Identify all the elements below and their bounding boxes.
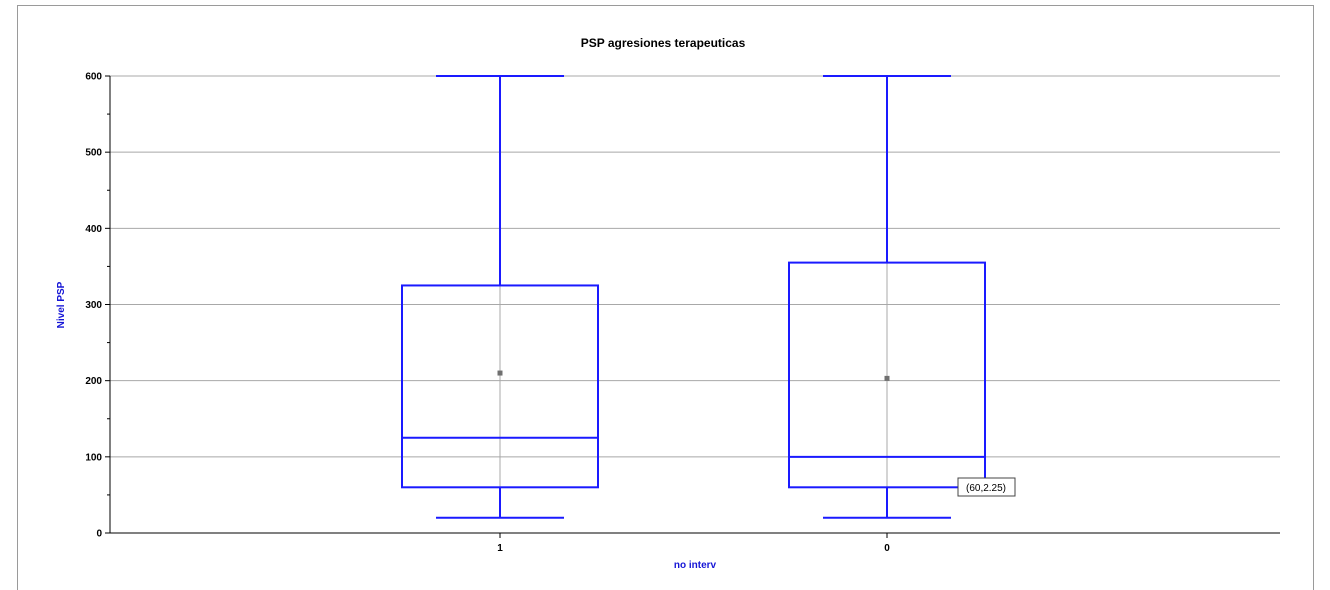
- ytick-label-600: 600: [85, 72, 102, 83]
- box-1: [401, 75, 599, 519]
- y-axis-label: Nivel PSP: [56, 281, 67, 328]
- ytick-label-0: 0: [96, 529, 102, 540]
- box-0: [788, 75, 986, 519]
- ytick-label-200: 200: [85, 376, 102, 387]
- ytick-label-100: 100: [85, 452, 102, 463]
- annotation-tooltip: (60,2.25): [957, 477, 1016, 497]
- mean-marker: [884, 375, 890, 381]
- iqr-box: [788, 261, 986, 489]
- tooltip-text: (60,2.25): [966, 483, 1006, 494]
- chart-title: PSP agresiones terapeuticas: [581, 36, 746, 50]
- grid-lines: [110, 75, 1280, 458]
- chart-frame: [17, 5, 1314, 590]
- ytick-label-500: 500: [85, 148, 102, 159]
- tooltip-box: [957, 477, 1016, 497]
- y-ticks: 0 100 200 300 400 500 600: [85, 72, 110, 540]
- ytick-label-300: 300: [85, 300, 102, 311]
- boxes: [401, 75, 986, 519]
- iqr-box: [401, 284, 599, 489]
- x-axis-label: no interv: [674, 560, 717, 571]
- ytick-label-400: 400: [85, 224, 102, 235]
- xtick-label-0: 0: [884, 543, 890, 554]
- xtick-label-1: 1: [497, 543, 503, 554]
- mean-marker: [497, 370, 503, 376]
